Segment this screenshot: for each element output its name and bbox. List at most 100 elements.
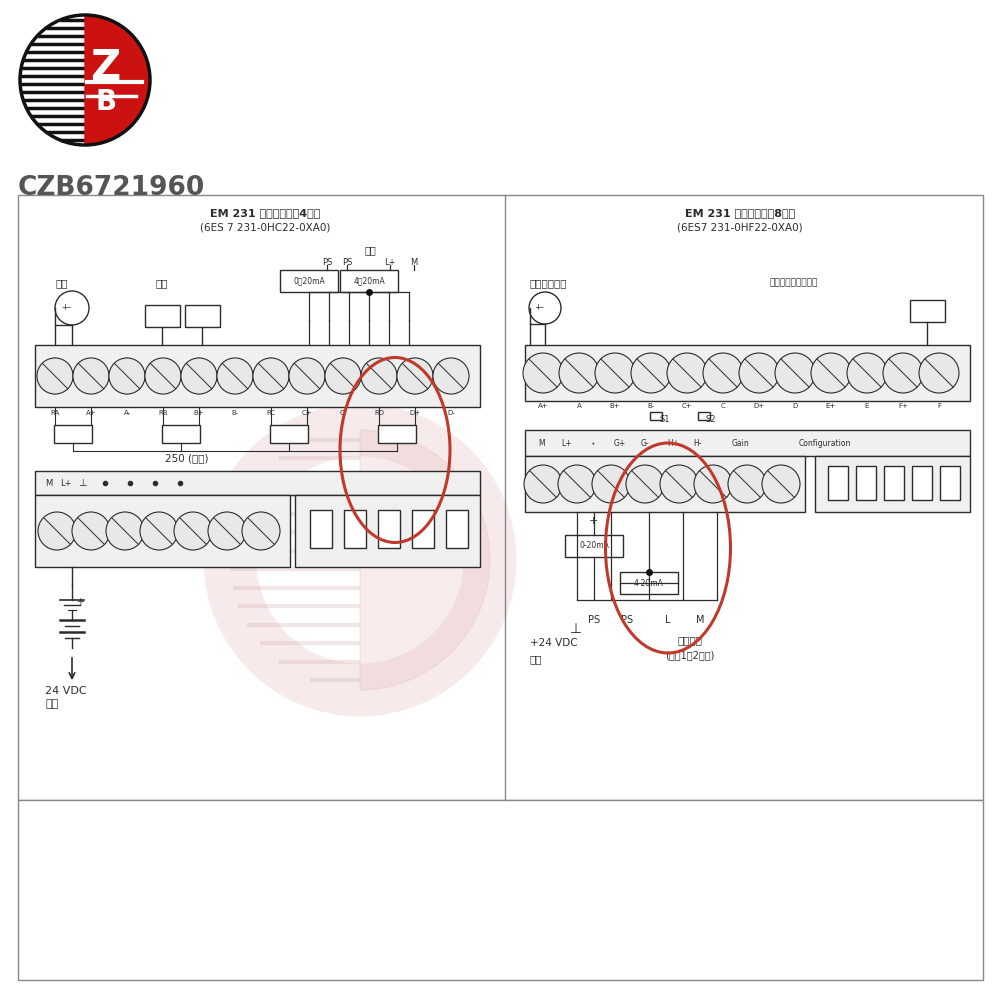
Text: +24 VDC: +24 VDC xyxy=(530,638,578,648)
Text: 4-20mA: 4-20mA xyxy=(634,578,664,587)
Text: Gain: Gain xyxy=(731,438,749,448)
Circle shape xyxy=(728,465,766,503)
Bar xyxy=(35,471,480,495)
Text: A: A xyxy=(577,403,581,409)
Circle shape xyxy=(174,512,212,550)
Circle shape xyxy=(73,358,109,394)
Text: RA: RA xyxy=(50,410,60,416)
Bar xyxy=(310,510,332,548)
Circle shape xyxy=(397,358,433,394)
Text: PS: PS xyxy=(621,615,633,625)
Circle shape xyxy=(667,353,707,393)
Bar xyxy=(270,425,308,443)
Text: D+: D+ xyxy=(409,410,421,416)
Text: Configuration: Configuration xyxy=(799,438,851,448)
Text: 4刱20mA: 4刱20mA xyxy=(353,276,385,286)
Bar xyxy=(54,425,92,443)
Text: Z: Z xyxy=(90,47,120,89)
Text: D-: D- xyxy=(447,410,455,416)
Circle shape xyxy=(140,512,178,550)
Circle shape xyxy=(217,358,253,394)
Circle shape xyxy=(847,353,887,393)
Circle shape xyxy=(919,353,959,393)
Text: L+: L+ xyxy=(562,438,572,448)
Text: EM 231 模拟量输入，4输入: EM 231 模拟量输入，4输入 xyxy=(210,208,320,218)
Text: A+: A+ xyxy=(86,410,96,416)
Text: M: M xyxy=(45,479,52,488)
Wedge shape xyxy=(360,430,490,690)
Circle shape xyxy=(523,353,563,393)
Bar xyxy=(884,466,904,500)
Bar xyxy=(18,800,983,980)
Circle shape xyxy=(595,353,635,393)
Circle shape xyxy=(106,512,144,550)
Text: (开关1和2之间): (开关1和2之间) xyxy=(665,650,715,660)
Text: E: E xyxy=(865,403,869,409)
Circle shape xyxy=(703,353,743,393)
Bar xyxy=(185,305,220,327)
Text: 未用: 未用 xyxy=(155,278,168,288)
Text: +-: +- xyxy=(534,304,544,312)
Text: 正常电压输入: 正常电压输入 xyxy=(530,278,568,288)
Bar xyxy=(698,412,710,420)
Text: M: M xyxy=(410,258,418,267)
Circle shape xyxy=(739,353,779,393)
Circle shape xyxy=(433,358,469,394)
Text: A+: A+ xyxy=(538,403,548,409)
Bar xyxy=(525,456,805,512)
Circle shape xyxy=(660,465,698,503)
Bar xyxy=(280,270,338,292)
Circle shape xyxy=(558,465,596,503)
Text: +-: +- xyxy=(61,304,71,312)
Text: EM 231 模拟量输入，8输入: EM 231 模拟量输入，8输入 xyxy=(685,208,795,218)
Text: 24 VDC: 24 VDC xyxy=(45,686,87,696)
Text: +: + xyxy=(76,597,84,607)
Bar xyxy=(378,425,416,443)
Text: S2: S2 xyxy=(705,415,716,424)
Circle shape xyxy=(72,512,110,550)
Text: C+: C+ xyxy=(682,403,692,409)
Circle shape xyxy=(289,358,325,394)
Text: B-: B- xyxy=(231,410,239,416)
Text: (6ES7 231-0HF22-0XA0): (6ES7 231-0HF22-0XA0) xyxy=(677,222,803,232)
Bar xyxy=(412,510,434,548)
Bar xyxy=(828,466,848,500)
Text: 将未使用的输入接地: 将未使用的输入接地 xyxy=(770,278,818,287)
Bar xyxy=(446,510,468,548)
Bar xyxy=(815,456,970,512)
Text: ⋆: ⋆ xyxy=(590,438,594,448)
Text: L: L xyxy=(665,615,671,625)
Text: M: M xyxy=(696,615,704,625)
Bar xyxy=(525,345,970,401)
Text: 0刱20mA: 0刱20mA xyxy=(293,276,325,286)
Circle shape xyxy=(559,353,599,393)
Bar xyxy=(18,195,983,800)
Text: C: C xyxy=(721,403,725,409)
Text: C-: C- xyxy=(339,410,347,416)
Text: ⊥: ⊥ xyxy=(78,478,87,488)
Bar xyxy=(910,300,945,322)
Bar xyxy=(940,466,960,500)
Circle shape xyxy=(626,465,664,503)
Circle shape xyxy=(145,358,181,394)
Text: F: F xyxy=(937,403,941,409)
Bar xyxy=(162,425,200,443)
Text: 电流输入: 电流输入 xyxy=(678,635,702,645)
Bar xyxy=(620,572,678,594)
Text: B+: B+ xyxy=(194,410,204,416)
Bar xyxy=(295,495,480,567)
Text: 电源: 电源 xyxy=(530,654,542,664)
Text: H-: H- xyxy=(694,438,702,448)
Text: B: B xyxy=(95,88,116,116)
Text: 0-20mA: 0-20mA xyxy=(579,542,609,550)
Bar xyxy=(912,466,932,500)
Text: H+: H+ xyxy=(667,438,679,448)
Text: RC: RC xyxy=(266,410,276,416)
Text: A-: A- xyxy=(123,410,131,416)
Circle shape xyxy=(253,358,289,394)
Circle shape xyxy=(592,465,630,503)
Text: +: + xyxy=(588,516,598,526)
Text: G+: G+ xyxy=(614,438,626,448)
Bar xyxy=(35,495,290,567)
Circle shape xyxy=(694,465,732,503)
